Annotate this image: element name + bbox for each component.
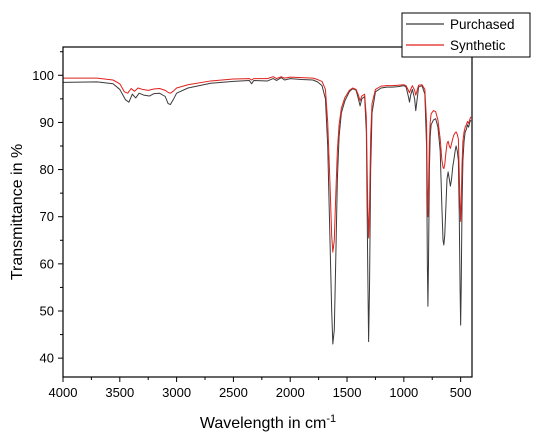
x-tick-label: 3000 bbox=[162, 385, 191, 400]
y-tick-label: 50 bbox=[40, 304, 54, 319]
y-tick-label: 60 bbox=[40, 256, 54, 271]
x-tick-label: 2500 bbox=[219, 385, 248, 400]
y-axis-title: Transmittance in % bbox=[9, 144, 26, 280]
x-axis-title-superscript: -1 bbox=[326, 413, 336, 425]
plot-lines bbox=[62, 76, 472, 345]
y-tick-label: 70 bbox=[40, 209, 54, 224]
legend-label-purchased: Purchased bbox=[450, 17, 515, 32]
x-tick-label: 2000 bbox=[276, 385, 305, 400]
series-line-synthetic bbox=[63, 76, 472, 253]
x-tick-label: 3500 bbox=[105, 385, 134, 400]
y-axis-ticks: 40 50 60 70 80 90 100 bbox=[32, 51, 63, 366]
x-tick-label: 1000 bbox=[389, 385, 418, 400]
legend-label-synthetic: Synthetic bbox=[450, 38, 506, 53]
legend: Purchased Synthetic bbox=[401, 12, 531, 58]
x-axis-title: Wavelength in cm-1 bbox=[200, 413, 336, 432]
y-tick-label: 100 bbox=[32, 68, 54, 83]
y-tick-label: 40 bbox=[40, 351, 54, 366]
y-tick-label: 90 bbox=[40, 115, 54, 130]
x-tick-label: 4000 bbox=[49, 385, 78, 400]
x-axis-ticks: 4000 3500 3000 2500 2000 1500 1000 500 bbox=[49, 377, 472, 400]
plot-area-frame bbox=[62, 46, 473, 378]
series-line-purchased bbox=[62, 77, 472, 345]
legend-box bbox=[401, 12, 531, 58]
x-tick-label: 1500 bbox=[333, 385, 362, 400]
y-tick-label: 80 bbox=[40, 162, 54, 177]
x-tick-label: 500 bbox=[450, 385, 472, 400]
